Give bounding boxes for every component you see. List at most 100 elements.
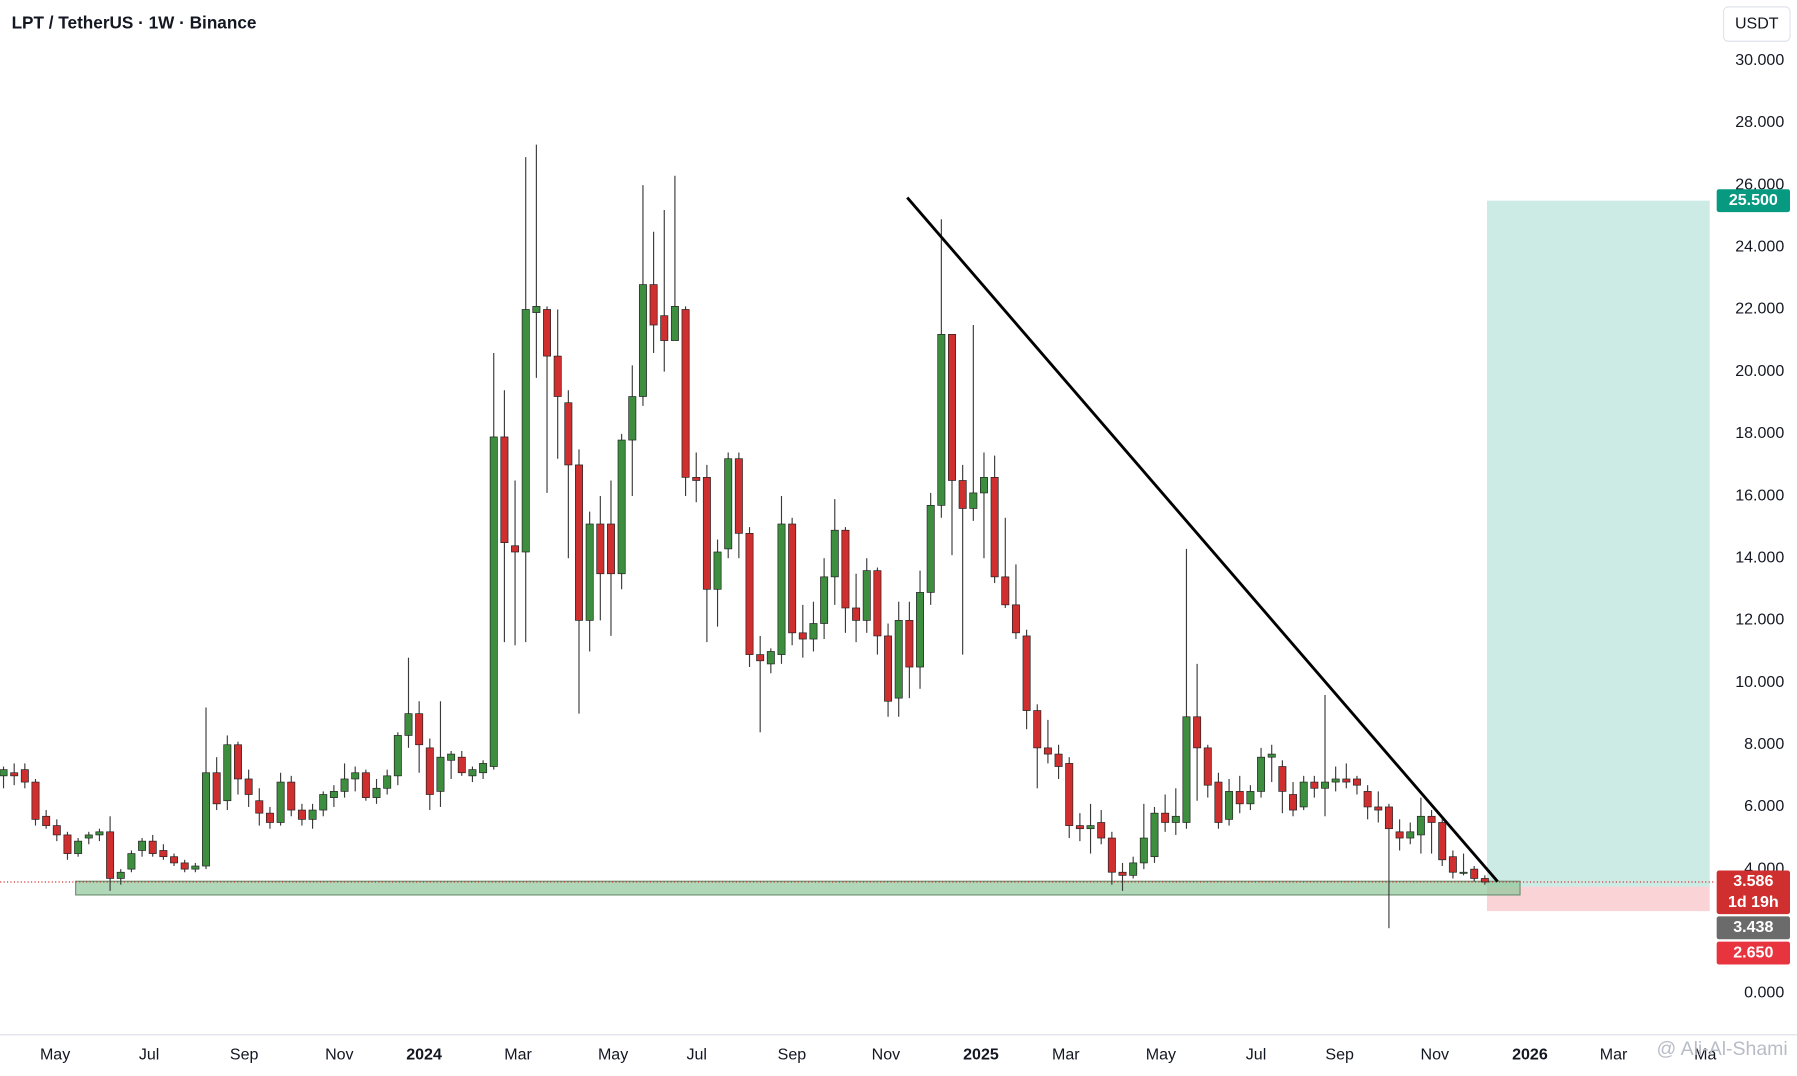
candle-body (1107, 837, 1116, 873)
candle-body (745, 532, 754, 655)
x-tick-label: May (598, 1046, 628, 1064)
candle-body (1161, 812, 1170, 823)
candle-body (766, 651, 775, 665)
candle-body (489, 436, 498, 767)
candle-body (1022, 635, 1031, 711)
candle-body (585, 523, 594, 621)
candle-body (1438, 822, 1447, 861)
candle-body (138, 840, 147, 851)
candle-body (415, 713, 424, 746)
candle-body (500, 436, 509, 544)
candle-body (532, 306, 541, 313)
candle-body (234, 744, 242, 780)
currency-button[interactable] (1722, 6, 1791, 42)
candle-body (1331, 778, 1340, 783)
y-tick-label: 20.000 (1735, 362, 1784, 380)
x-tick-label: Jul (1246, 1046, 1267, 1064)
candle-body (479, 763, 488, 774)
candle-body (63, 834, 72, 854)
candle-body (0, 769, 8, 777)
y-tick-label: 22.000 (1735, 300, 1784, 318)
price-badge-label: 3.438 (1733, 918, 1773, 936)
candle-body (212, 772, 221, 805)
candle-body (84, 834, 93, 839)
candle-body (809, 623, 818, 640)
candle-body (351, 772, 360, 780)
candle-body (287, 781, 296, 811)
candle-body (1150, 812, 1159, 858)
x-tick-label: 2026 (1512, 1046, 1548, 1064)
candle-body (820, 576, 829, 624)
candle-body (383, 775, 392, 789)
price-badge (1716, 941, 1791, 965)
x-tick-label: Jul (139, 1046, 160, 1064)
candle-body (10, 772, 19, 777)
candle-body (798, 632, 807, 640)
candle-body (1182, 716, 1191, 823)
candle-body (106, 831, 115, 879)
candle-body (42, 815, 51, 826)
y-tick-label: 28.000 (1735, 113, 1784, 131)
candle-body (170, 856, 179, 864)
candle-body (1193, 716, 1202, 749)
candle-body (255, 800, 264, 814)
candle-body (724, 458, 733, 550)
candle-body (969, 492, 978, 509)
candle-body (1310, 781, 1319, 789)
candle-body (638, 284, 647, 397)
candle-body (1203, 747, 1212, 786)
candle-body (628, 396, 637, 441)
trendline (906, 196, 1499, 883)
candle-body (297, 809, 306, 820)
candle-body (596, 523, 605, 575)
price-badge (1716, 916, 1791, 940)
candle-body (127, 853, 136, 870)
candle-body (1225, 791, 1234, 820)
candle-body (777, 523, 786, 655)
price-badge-label: 3.586 (1733, 872, 1773, 890)
y-tick-label: 24.000 (1735, 238, 1784, 256)
candle-body (447, 753, 456, 761)
candle-body (543, 309, 552, 357)
candle-body (948, 333, 956, 481)
candle-body (1342, 778, 1351, 783)
candle-body (191, 865, 200, 870)
candle-body (372, 787, 381, 798)
x-tick-label: 2025 (963, 1046, 999, 1064)
candle-body (1395, 831, 1404, 839)
candle-body (1289, 794, 1297, 811)
candle-body (308, 809, 317, 820)
candle-body (1278, 766, 1287, 792)
candle-body (1214, 781, 1223, 823)
target-zone (1486, 200, 1710, 887)
candle-body (564, 402, 573, 466)
candle-body (244, 778, 253, 795)
candle-body (1129, 862, 1138, 876)
candle-body (1065, 763, 1074, 826)
candle-body (329, 791, 338, 798)
x-tick-label: Mar (1600, 1046, 1628, 1064)
price-badge-label: 25.500 (1729, 191, 1778, 209)
y-tick-label: 26.000 (1735, 175, 1784, 193)
x-tick-label: May (1146, 1046, 1176, 1064)
candle-body (1001, 576, 1010, 606)
y-tick-label: 10.000 (1735, 673, 1784, 691)
currency-label[interactable]: USDT (1735, 14, 1779, 32)
candle-body (1043, 747, 1052, 755)
candle-body (905, 620, 914, 668)
candle-body (884, 635, 893, 702)
candle-body (1267, 753, 1276, 758)
candle-body (830, 529, 839, 578)
candle-body (511, 545, 520, 553)
x-tick-label: Sep (778, 1046, 807, 1064)
candle-body (958, 480, 967, 509)
candle-body (734, 458, 743, 534)
x-tick-label: Mar (504, 1046, 532, 1064)
candle-body (756, 654, 765, 662)
candle-body (361, 772, 370, 798)
candle-body (670, 306, 679, 341)
candle-body (1299, 781, 1308, 808)
x-tick-label: Sep (230, 1046, 259, 1064)
candle-body (553, 355, 562, 397)
candle-body (1459, 871, 1468, 874)
